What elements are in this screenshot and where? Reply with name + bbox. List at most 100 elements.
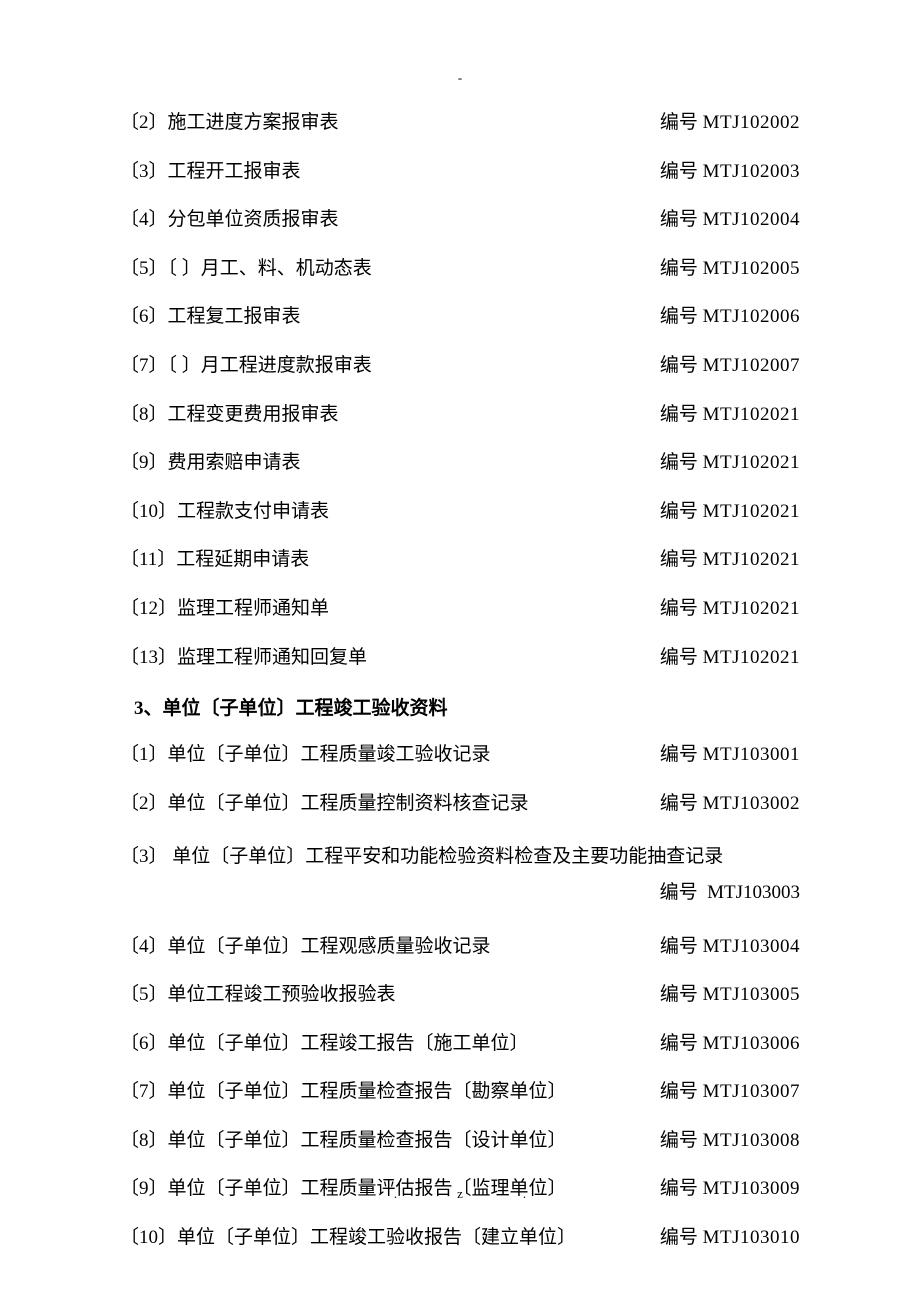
list-item: 〔6〕工程复工报审表编号 MTJ102006: [120, 304, 800, 331]
item-right: 编号 MTJ102021: [660, 402, 800, 429]
list-item: 〔10〕单位〔子单位〕工程竣工验收报告〔建立单位〕编号 MTJ103010: [120, 1225, 800, 1252]
code-value: MTJ102007: [703, 355, 800, 376]
item-left: 〔7〕单位〔子单位〕工程质量检查报告〔勘察单位〕: [120, 1079, 660, 1106]
item-left: 〔9〕费用索赔申请表: [120, 450, 660, 477]
item-right: 编号 MTJ102006: [660, 304, 800, 331]
code-label: 编号: [660, 501, 698, 522]
item-left: 〔6〕工程复工报审表: [120, 304, 660, 331]
item-title: 单位〔子单位〕工程质量竣工验收记录: [168, 744, 491, 765]
code-value: MTJ102021: [703, 647, 800, 668]
item-index: 〔4〕: [120, 936, 168, 957]
code-label: 编号: [660, 306, 698, 327]
item-right: 编号 MTJ103006: [660, 1031, 800, 1058]
item-title: 分包单位资质报审表: [168, 209, 339, 230]
item-title: 监理工程师通知回复单: [177, 647, 367, 668]
item-index: 〔2〕: [120, 793, 168, 814]
top-page-mark: -: [458, 70, 462, 86]
item-index: 〔7〕: [120, 355, 168, 376]
item-left: 〔4〕单位〔子单位〕工程观感质量验收记录: [120, 934, 660, 961]
item-left: 〔8〕工程变更费用报审表: [120, 402, 660, 429]
item-title: 单位〔子单位〕工程质量检查报告〔设计单位〕: [168, 1130, 567, 1151]
code-label: 编号: [660, 647, 698, 668]
code-value: MTJ103001: [703, 744, 800, 765]
code-label: 编号: [660, 984, 698, 1005]
item-left: 〔5〕〔 〕月工、料、机动态表: [120, 256, 660, 283]
section-1-list: 〔2〕施工进度方案报审表编号 MTJ102002〔3〕工程开工报审表编号 MTJ…: [120, 110, 800, 671]
code-value: MTJ102003: [703, 161, 800, 182]
item-right: 编号 MTJ102007: [660, 353, 800, 380]
item-right: 编号 MTJ102004: [660, 207, 800, 234]
item-left: 〔10〕单位〔子单位〕工程竣工验收报告〔建立单位〕: [120, 1225, 660, 1252]
item-title: 工程复工报审表: [168, 306, 301, 327]
item-index: 〔7〕: [120, 1081, 168, 1102]
code-value: MTJ102002: [703, 112, 800, 133]
item-title: 施工进度方案报审表: [168, 112, 339, 133]
item-index: 〔13〕: [120, 647, 177, 668]
item-right: 编号 MTJ102021: [660, 450, 800, 477]
list-item-wrapped: 〔3〕 单位〔子单位〕工程平安和功能检验资料检查及主要功能抽查记录 编号 MTJ…: [120, 839, 800, 911]
code-label: 编号: [660, 452, 698, 473]
item-left: 〔12〕监理工程师通知单: [120, 596, 660, 623]
list-item: 〔11〕工程延期申请表编号 MTJ102021: [120, 547, 800, 574]
section-2-list-b: 〔4〕单位〔子单位〕工程观感质量验收记录编号 MTJ103004〔5〕单位工程竣…: [120, 934, 800, 1252]
item-right: 编号 MTJ102021: [660, 645, 800, 672]
list-item: 〔2〕单位〔子单位〕工程质量控制资料核查记录编号 MTJ103002: [120, 791, 800, 818]
item-index: 〔3〕: [120, 846, 168, 867]
item-right: 编号 MTJ102002: [660, 110, 800, 137]
item-index: 〔10〕: [120, 1227, 177, 1248]
code-value: MTJ103004: [703, 936, 800, 957]
item-index: 〔9〕: [120, 452, 168, 473]
item-index: 〔5〕: [120, 258, 168, 279]
item-left: 〔1〕单位〔子单位〕工程质量竣工验收记录: [120, 742, 660, 769]
code-label: 编号: [660, 209, 698, 230]
code-value: MTJ103008: [703, 1130, 800, 1151]
item-left: 〔5〕单位工程竣工预验收报验表: [120, 982, 660, 1009]
code-label: 编号: [660, 598, 698, 619]
item-right: 编号 MTJ102003: [660, 159, 800, 186]
item-title: 单位〔子单位〕工程观感质量验收记录: [168, 936, 491, 957]
code-label: 编号: [660, 355, 698, 376]
item-right: 编号 MTJ102021: [660, 499, 800, 526]
code-label: 编号: [660, 549, 698, 570]
code-label: 编号: [660, 882, 698, 903]
item-title: 〔 〕月工、料、机动态表: [168, 258, 372, 279]
code-label: 编号: [660, 936, 698, 957]
item-index: 〔2〕: [120, 112, 168, 133]
code-label: 编号: [660, 1081, 698, 1102]
item-right: 编号 MTJ102021: [660, 596, 800, 623]
list-item: 〔5〕〔 〕月工、料、机动态表编号 MTJ102005: [120, 256, 800, 283]
item-right: 编号 MTJ103002: [660, 791, 800, 818]
list-item: 〔4〕分包单位资质报审表编号 MTJ102004: [120, 207, 800, 234]
item-right: 编号 MTJ103007: [660, 1079, 800, 1106]
item-title: 监理工程师通知单: [177, 598, 329, 619]
code-value: MTJ102021: [703, 452, 800, 473]
item-title: 工程款支付申请表: [177, 501, 329, 522]
code-value: MTJ103006: [703, 1033, 800, 1054]
item-right: 编号 MTJ103005: [660, 982, 800, 1009]
code-label: 编号: [660, 258, 698, 279]
item-index: 〔10〕: [120, 501, 177, 522]
list-item: 〔10〕工程款支付申请表 编号 MTJ102021: [120, 499, 800, 526]
list-item: 〔5〕单位工程竣工预验收报验表编号 MTJ103005: [120, 982, 800, 1009]
list-item: 〔7〕单位〔子单位〕工程质量检查报告〔勘察单位〕编号 MTJ103007: [120, 1079, 800, 1106]
page-content: 〔2〕施工进度方案报审表编号 MTJ102002〔3〕工程开工报审表编号 MTJ…: [0, 0, 920, 1252]
list-item: 〔1〕单位〔子单位〕工程质量竣工验收记录编号 MTJ103001: [120, 742, 800, 769]
item-title: 工程开工报审表: [168, 161, 301, 182]
item-index: 〔3〕: [120, 161, 168, 182]
item-title: 单位〔子单位〕工程竣工报告〔施工单位〕: [168, 1033, 529, 1054]
item-title: 单位〔子单位〕工程竣工验收报告〔建立单位〕: [177, 1227, 576, 1248]
item-left: 〔2〕施工进度方案报审表: [120, 110, 660, 137]
code-value: MTJ102006: [703, 306, 800, 327]
code-value: MTJ102004: [703, 209, 800, 230]
list-item: 〔12〕监理工程师通知单编号 MTJ102021: [120, 596, 800, 623]
item-title: 工程变更费用报审表: [168, 404, 339, 425]
code-label: 编号: [660, 1033, 698, 1054]
code-value: MTJ102021: [703, 549, 800, 570]
item-title: 单位〔子单位〕工程平安和功能检验资料检查及主要功能抽查记录: [172, 846, 723, 867]
item-index: 〔8〕: [120, 1130, 168, 1151]
item-left: 〔11〕工程延期申请表: [120, 547, 660, 574]
section-2-list-a: 〔1〕单位〔子单位〕工程质量竣工验收记录编号 MTJ103001〔2〕单位〔子单…: [120, 742, 800, 817]
item-title: 单位〔子单位〕工程质量检查报告〔勘察单位〕: [168, 1081, 567, 1102]
item-index: 〔6〕: [120, 1033, 168, 1054]
item-index: 〔8〕: [120, 404, 168, 425]
